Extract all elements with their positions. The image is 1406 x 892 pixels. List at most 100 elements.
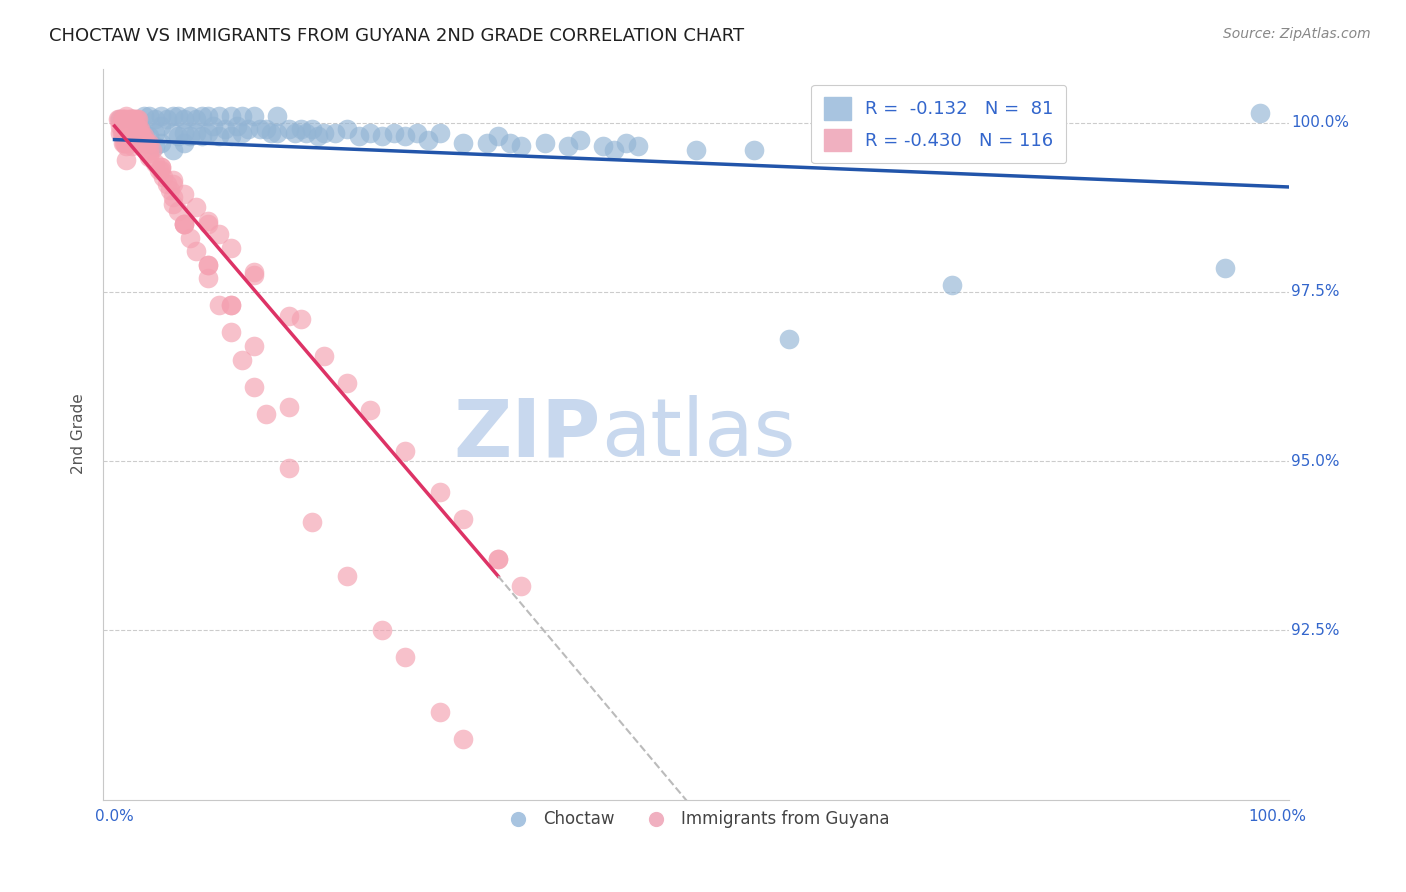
Point (208, 227, 231, 242)
Point (148, 163, 170, 178)
Point (499, 136, 522, 150)
Point (197, 258, 219, 272)
Point (127, 132, 149, 146)
Point (429, 705, 451, 719)
Point (277, 309, 299, 323)
Point (114, 136, 136, 150)
Text: CHOCTAW VS IMMIGRANTS FROM GUYANA 2ND GRADE CORRELATION CHART: CHOCTAW VS IMMIGRANTS FROM GUYANA 2ND GR… (49, 27, 744, 45)
Point (124, 129, 146, 144)
Point (128, 122, 150, 136)
Point (197, 214, 219, 228)
Point (184, 126, 207, 140)
Point (115, 153, 138, 167)
Legend: Choctaw, Immigrants from Guyana: Choctaw, Immigrants from Guyana (495, 804, 897, 835)
Point (167, 109, 190, 123)
Point (115, 109, 138, 123)
Point (249, 122, 271, 136)
Point (1213, 261, 1236, 276)
Point (429, 484, 451, 499)
Point (121, 112, 143, 127)
Point (260, 126, 283, 140)
Point (121, 112, 143, 127)
Point (110, 112, 132, 127)
Point (150, 136, 173, 150)
Point (277, 122, 299, 136)
Point (156, 112, 179, 127)
Y-axis label: 2nd Grade: 2nd Grade (72, 393, 86, 475)
Point (122, 112, 145, 127)
Point (208, 109, 231, 123)
Point (382, 126, 405, 140)
Point (159, 183, 181, 197)
Point (112, 126, 135, 140)
Point (208, 129, 231, 144)
Point (117, 136, 139, 150)
Point (238, 122, 260, 136)
Point (231, 352, 253, 367)
Point (162, 109, 184, 123)
Point (301, 122, 323, 136)
Point (359, 403, 381, 417)
Point (162, 126, 184, 140)
Point (568, 132, 591, 146)
Point (627, 139, 650, 153)
Point (290, 122, 312, 136)
Point (277, 400, 299, 414)
Point (110, 119, 132, 133)
Point (127, 122, 149, 136)
Point (117, 129, 139, 144)
Point (197, 126, 219, 140)
Point (136, 136, 159, 150)
Point (129, 122, 152, 136)
Point (117, 112, 139, 127)
Point (301, 515, 323, 529)
Point (167, 203, 190, 218)
Point (614, 136, 637, 150)
Point (266, 109, 288, 123)
Point (394, 650, 416, 665)
Point (132, 126, 155, 140)
Point (254, 122, 277, 136)
Point (150, 160, 173, 174)
Point (132, 109, 155, 123)
Point (120, 129, 142, 144)
Point (243, 339, 266, 353)
Point (124, 112, 146, 127)
Point (132, 132, 155, 146)
Point (685, 143, 707, 157)
Point (134, 136, 156, 150)
Point (173, 112, 195, 127)
Point (266, 126, 288, 140)
Point (486, 129, 509, 144)
Point (141, 143, 163, 157)
Point (231, 126, 253, 140)
Point (405, 126, 427, 140)
Point (125, 129, 148, 144)
Text: 95.0%: 95.0% (1291, 454, 1340, 468)
Text: ZIP: ZIP (454, 395, 600, 473)
Point (184, 244, 207, 259)
Point (143, 126, 166, 140)
Point (162, 173, 184, 187)
Point (152, 169, 174, 184)
Point (371, 129, 394, 144)
Point (127, 122, 149, 136)
Point (173, 217, 195, 231)
Point (190, 109, 212, 123)
Point (418, 132, 440, 146)
Point (208, 298, 231, 312)
Point (115, 119, 138, 133)
Point (184, 112, 207, 127)
Point (184, 200, 207, 214)
Point (225, 119, 247, 133)
Point (742, 143, 765, 157)
Point (510, 579, 533, 593)
Text: 97.5%: 97.5% (1291, 285, 1340, 300)
Point (486, 552, 509, 566)
Point (243, 109, 266, 123)
Point (111, 136, 134, 150)
Point (336, 376, 359, 391)
Text: 100.0%: 100.0% (1291, 115, 1348, 130)
Point (197, 258, 219, 272)
Point (150, 119, 173, 133)
